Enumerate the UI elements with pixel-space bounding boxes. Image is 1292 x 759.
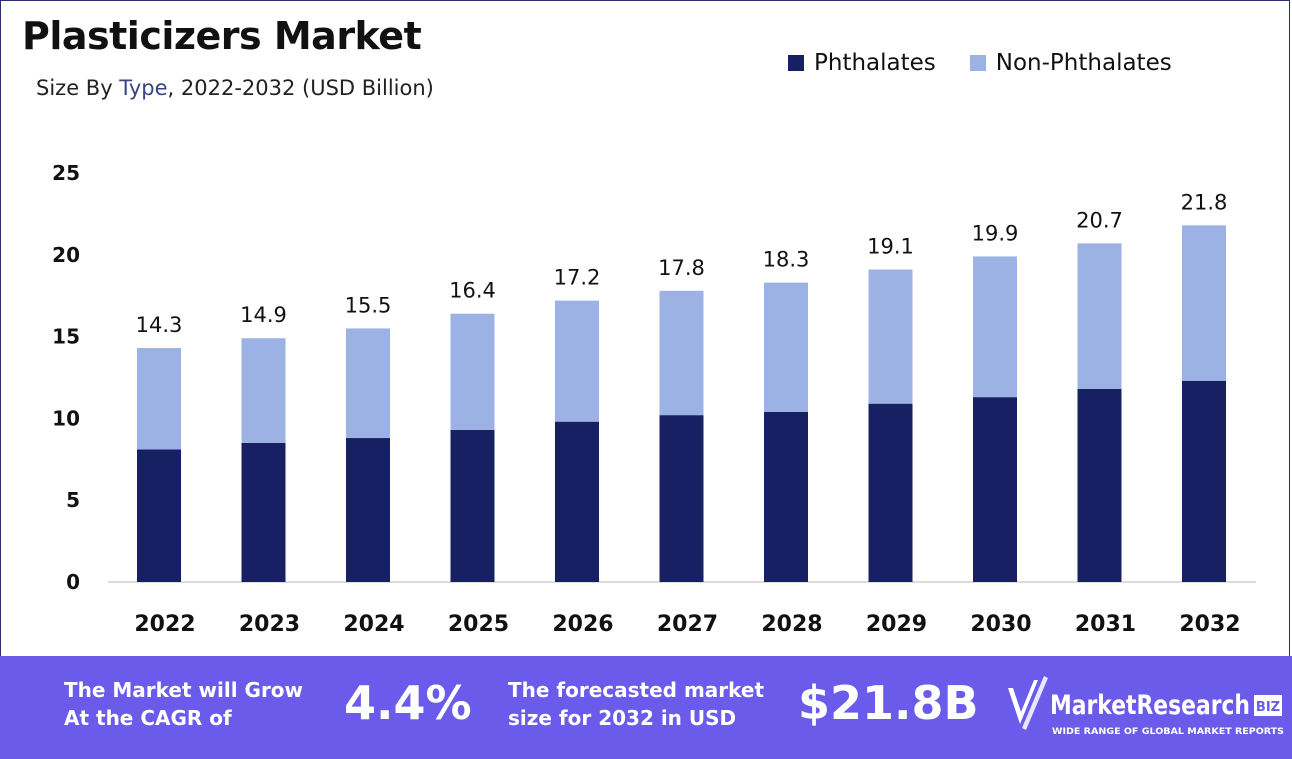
bar-non-phthalates-2023	[241, 338, 286, 443]
bar-non-phthalates-2025	[450, 313, 495, 430]
stacked-bar-chart: 051015202514.3202214.9202315.5202416.420…	[52, 161, 1256, 637]
bar-non-phthalates-2024	[346, 328, 390, 439]
data-label-2032: 21.8	[1181, 190, 1228, 214]
marketresearch-logo: MarketResearch BIZ WIDE RANGE OF GLOBAL …	[1008, 676, 1284, 737]
data-label-2023: 14.9	[240, 303, 287, 327]
x-tick-label-2028: 2028	[761, 612, 822, 637]
bar-phthalates-2025	[450, 429, 495, 582]
x-tick-label-2030: 2030	[970, 612, 1031, 637]
bar-phthalates-2029	[868, 403, 913, 582]
bar-phthalates-2024	[346, 438, 390, 582]
cagr-caption-line2: At the CAGR of	[64, 706, 232, 730]
logo-wordmark: MarketResearch	[1050, 690, 1250, 721]
bar-phthalates-2028	[764, 411, 808, 582]
x-tick-label-2024: 2024	[343, 612, 404, 637]
bar-non-phthalates-2028	[764, 282, 808, 412]
logo-stroke-icon	[1022, 676, 1048, 730]
chart-title: Plasticizers Market	[22, 14, 422, 58]
x-tick-label-2031: 2031	[1075, 612, 1136, 637]
bar-phthalates-2030	[973, 397, 1017, 582]
data-label-2031: 20.7	[1076, 208, 1123, 232]
x-tick-label-2023: 2023	[239, 612, 300, 637]
data-label-2027: 17.8	[658, 256, 705, 280]
x-tick-label-2025: 2025	[448, 612, 509, 637]
y-tick-label-3: 15	[52, 325, 80, 349]
subtitle-highlight: Type	[119, 76, 168, 100]
data-label-2030: 19.9	[972, 221, 1019, 245]
chart-legend: Phthalates Non-Phthalates	[788, 50, 1172, 76]
bar-non-phthalates-2026	[555, 300, 599, 422]
x-tick-label-2032: 2032	[1179, 612, 1240, 637]
bar-phthalates-2027	[659, 415, 704, 582]
legend-item-phthalates: Phthalates	[788, 50, 936, 76]
cagr-caption: The Market will Grow At the CAGR of	[64, 676, 303, 732]
legend-label-non-phthalates: Non-Phthalates	[995, 50, 1172, 76]
logo-check-icon	[1008, 680, 1038, 724]
bar-non-phthalates-2031	[1077, 243, 1122, 389]
bar-phthalates-2032	[1182, 380, 1226, 582]
data-label-2028: 18.3	[763, 248, 810, 272]
bar-non-phthalates-2022	[137, 348, 181, 450]
data-label-2026: 17.2	[554, 266, 601, 290]
logo-tagline: WIDE RANGE OF GLOBAL MARKET REPORTS	[1052, 727, 1284, 737]
legend-item-non-phthalates: Non-Phthalates	[969, 50, 1172, 76]
y-tick-label-1: 5	[66, 488, 80, 512]
forecast-caption-line2: size for 2032 in USD	[508, 706, 737, 730]
logo-badge-text: BIZ	[1256, 700, 1280, 715]
forecast-caption: The forecasted market size for 2032 in U…	[508, 676, 764, 732]
chart-subtitle: Size By Type, 2022-2032 (USD Billion)	[36, 76, 434, 100]
y-tick-label-4: 20	[52, 243, 80, 267]
bar-phthalates-2023	[241, 442, 286, 582]
legend-swatch-phthalates	[788, 55, 804, 71]
x-tick-label-2022: 2022	[134, 612, 195, 637]
forecast-caption-line1: The forecasted market	[508, 678, 765, 702]
data-label-2024: 15.5	[345, 293, 392, 317]
bar-phthalates-2022	[137, 449, 181, 582]
y-tick-label-0: 0	[66, 570, 80, 594]
legend-swatch-non-phthalates	[969, 55, 986, 71]
x-tick-label-2027: 2027	[657, 612, 718, 637]
bar-phthalates-2031	[1077, 388, 1122, 582]
data-label-2022: 14.3	[136, 313, 183, 337]
forecast-value: $21.8B	[798, 676, 979, 730]
summary-banner: The Market will Grow At the CAGR of 4.4%…	[0, 656, 1292, 759]
cagr-value: 4.4%	[344, 676, 472, 730]
y-tick-label-2: 10	[52, 406, 80, 430]
x-tick-label-2026: 2026	[552, 612, 613, 637]
bar-non-phthalates-2027	[659, 290, 704, 416]
bar-phthalates-2026	[555, 421, 599, 582]
cagr-caption-line1: The Market will Grow	[64, 678, 304, 702]
y-tick-label-5: 25	[52, 161, 80, 185]
logo-badge-bg	[1254, 695, 1282, 716]
x-tick-label-2029: 2029	[866, 612, 927, 637]
bar-non-phthalates-2032	[1182, 225, 1226, 381]
bar-non-phthalates-2029	[868, 269, 913, 404]
data-label-2025: 16.4	[449, 279, 496, 303]
subtitle-suffix: , 2022-2032 (USD Billion)	[167, 76, 434, 100]
legend-label-phthalates: Phthalates	[814, 50, 936, 76]
data-label-2029: 19.1	[867, 235, 914, 259]
bar-non-phthalates-2030	[973, 256, 1017, 398]
subtitle-prefix: Size By	[36, 76, 120, 100]
